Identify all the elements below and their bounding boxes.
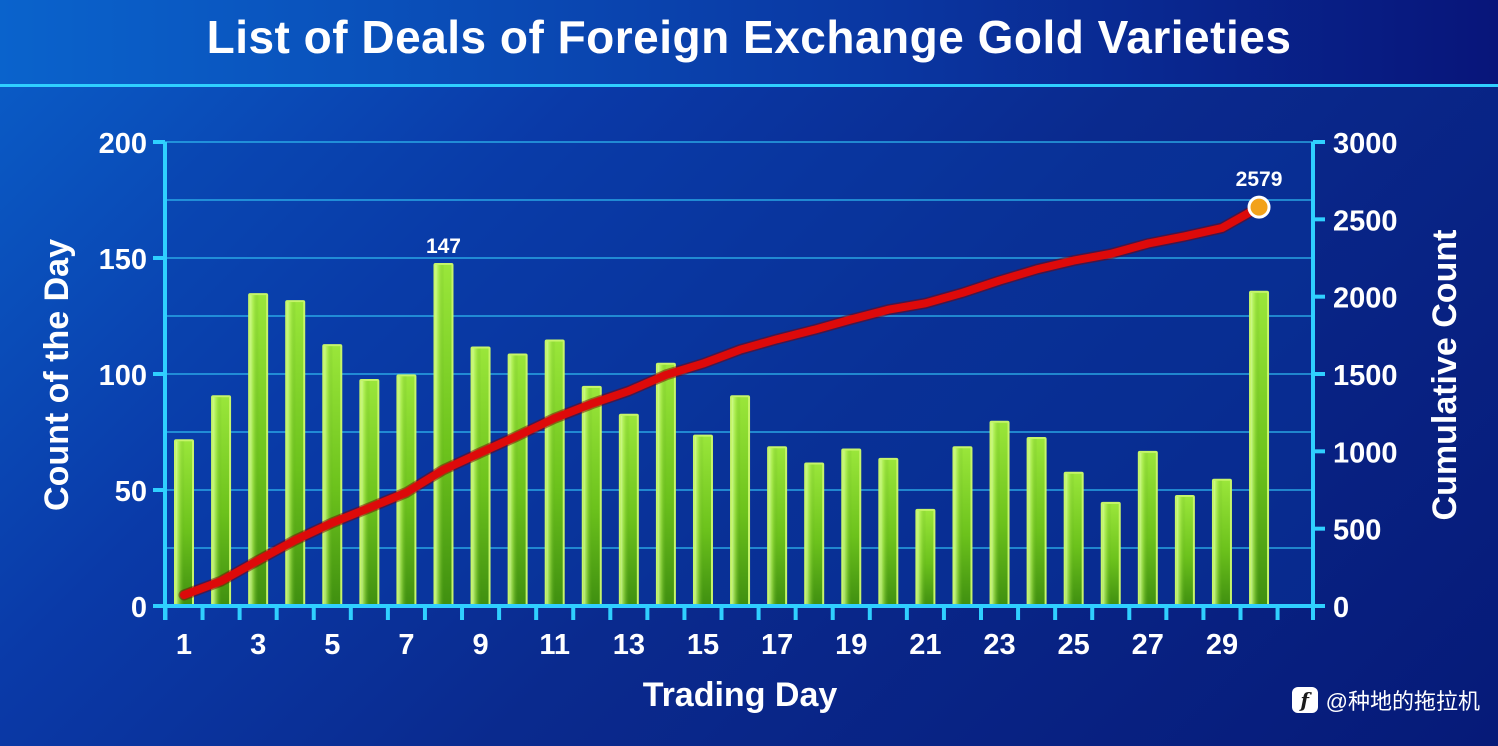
- bar-shine: [472, 348, 482, 606]
- toutiao-logo-icon: f: [1291, 687, 1318, 713]
- x-tick-label: 27: [1132, 629, 1164, 661]
- y-tick-label: 200: [99, 128, 147, 160]
- bar-shine: [361, 380, 371, 606]
- bar-shine: [250, 295, 259, 606]
- y-tick-label: 0: [131, 592, 147, 624]
- bar-shine: [806, 464, 815, 606]
- y-axis-title: Count of the Day: [38, 239, 76, 511]
- x-tick-label: 25: [1058, 629, 1090, 661]
- x-tick-label: 17: [761, 629, 793, 661]
- y2-tick-label: 3000: [1333, 128, 1398, 160]
- bar-shine: [1139, 452, 1149, 606]
- bar-shine: [694, 436, 704, 606]
- bar-shine: [657, 364, 667, 606]
- bar-shine: [509, 355, 519, 606]
- bar-data-label: 147: [426, 235, 461, 258]
- y-tick-label: 100: [99, 360, 147, 392]
- bar-shine: [176, 441, 185, 606]
- bar-shine: [1251, 292, 1260, 606]
- bar-shine: [1028, 438, 1038, 606]
- title-bar: [0, 0, 1498, 84]
- bar-shine: [1176, 496, 1186, 606]
- bar-shine: [991, 422, 1001, 606]
- x-tick-label: 7: [398, 629, 414, 661]
- x-tick-label: 29: [1206, 629, 1238, 661]
- chart-title: List of Deals of Foreign Exchange Gold V…: [206, 11, 1292, 63]
- line-data-label: 2579: [1236, 168, 1283, 191]
- y2-axis-title: Cumulative Count: [1426, 230, 1464, 521]
- y2-tick-label: 1000: [1333, 437, 1398, 469]
- bar-shine: [1102, 503, 1112, 606]
- y2-tick-label: 2000: [1333, 283, 1398, 315]
- y2-tick-label: 500: [1333, 515, 1381, 547]
- y2-tick-label: 1500: [1333, 360, 1398, 392]
- title-divider: [0, 84, 1498, 87]
- x-tick-label: 13: [613, 629, 645, 661]
- x-tick-label: 19: [835, 629, 867, 661]
- bar-shine: [954, 448, 964, 606]
- x-tick-label: 15: [687, 629, 719, 661]
- bar-shine: [843, 450, 853, 606]
- x-tick-label: 1: [176, 629, 192, 661]
- bar-shine: [1213, 480, 1223, 606]
- bar-shine: [546, 341, 556, 606]
- bar-shine: [213, 397, 222, 606]
- y2-tick-label: 0: [1333, 592, 1349, 624]
- x-tick-label: 3: [250, 629, 266, 661]
- x-tick-label: 9: [472, 629, 488, 661]
- x-tick-label: 5: [324, 629, 340, 661]
- bar-shine: [732, 397, 741, 606]
- y2-tick-label: 2500: [1333, 205, 1398, 237]
- bar-shine: [769, 448, 778, 606]
- y-tick-label: 50: [115, 476, 147, 508]
- bar-shine: [435, 264, 445, 606]
- y-tick-label: 150: [99, 244, 147, 276]
- bar-shine: [1065, 473, 1075, 606]
- cumulative-line: [180, 203, 1263, 599]
- watermark-text: @种地的拖拉机: [1325, 689, 1480, 714]
- line-end-marker: [1247, 195, 1271, 219]
- x-tick-label: 21: [909, 629, 941, 661]
- bar-shine: [880, 459, 890, 606]
- bar-shine: [620, 415, 630, 606]
- watermark: f @种地的拖拉机: [1291, 684, 1480, 716]
- x-axis-title: Trading Day: [643, 676, 838, 714]
- x-tick-label: 11: [539, 629, 570, 661]
- bar-shine: [917, 510, 927, 606]
- bar-shine: [324, 346, 334, 606]
- x-tick-label: 23: [983, 629, 1015, 661]
- bar-shine: [583, 387, 593, 606]
- bar-shine: [287, 302, 297, 606]
